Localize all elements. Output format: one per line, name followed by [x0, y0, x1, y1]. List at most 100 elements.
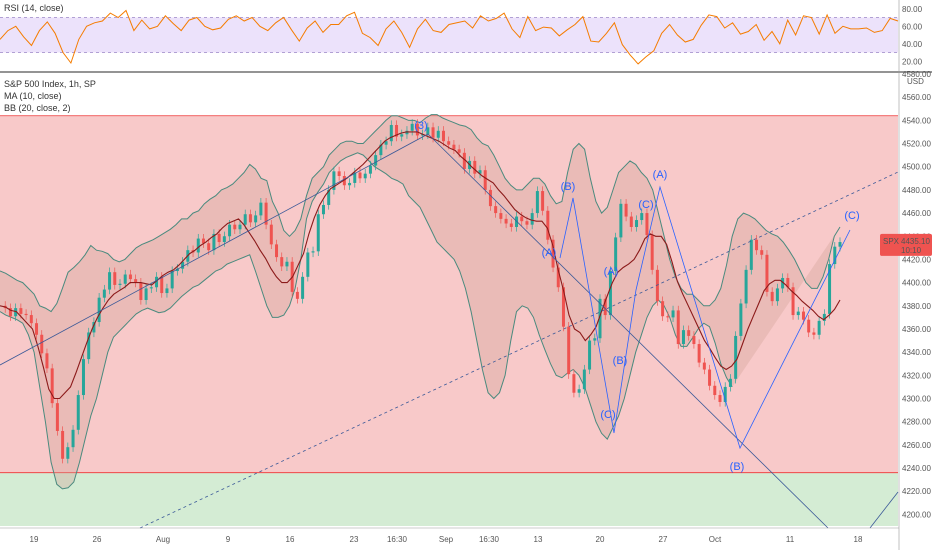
- candle-body: [608, 271, 612, 316]
- candle-body: [441, 130, 445, 142]
- candle-body: [556, 267, 560, 288]
- candle-body: [624, 203, 628, 217]
- wave-label: (B): [730, 461, 745, 473]
- wave-label: (B): [613, 355, 628, 367]
- candle-body: [353, 172, 357, 183]
- candle-body: [488, 189, 492, 207]
- price-title: S&P 500 Index, 1h, SP: [4, 79, 96, 89]
- candle-body: [358, 172, 362, 179]
- bb-lower-line: [0, 152, 733, 490]
- rsi-y-tick-label: 80.00: [902, 5, 923, 14]
- indicator-ma: MA (10, close): [4, 91, 62, 101]
- candle-body: [760, 250, 764, 255]
- candle-body: [577, 389, 581, 393]
- candle-body: [822, 313, 826, 321]
- candle-body: [530, 213, 534, 225]
- candle-body: [765, 254, 769, 292]
- candle-body: [337, 171, 341, 176]
- candle-body: [671, 310, 675, 318]
- price-y-tick-label: 4200.00: [902, 510, 931, 519]
- wave-label: (C): [600, 409, 615, 421]
- indicator-bb: BB (20, close, 2): [4, 103, 71, 113]
- wave-label: (C): [844, 210, 859, 222]
- x-tick-label: 26: [93, 535, 102, 544]
- candle-body: [801, 311, 805, 320]
- candle-body: [55, 403, 59, 431]
- candle-body: [316, 214, 320, 252]
- candle-body: [212, 233, 216, 251]
- candle-body: [61, 430, 65, 459]
- candle-body: [817, 320, 821, 335]
- candle-body: [478, 170, 482, 174]
- candle-body: [755, 239, 759, 251]
- candles: [3, 119, 842, 464]
- candle-body: [332, 171, 336, 190]
- x-tick-label: Aug: [156, 535, 170, 544]
- candle-body: [160, 276, 164, 294]
- candle-body: [687, 330, 691, 336]
- candle-body: [781, 277, 785, 289]
- candle-body: [301, 276, 305, 299]
- trendline-right: [869, 491, 899, 529]
- candle-body: [384, 141, 388, 145]
- candle-body: [676, 310, 680, 345]
- candle-body: [728, 378, 732, 387]
- trendline-down: [427, 133, 829, 529]
- price-y-tick-label: 4220.00: [902, 487, 931, 496]
- candle-body: [363, 173, 367, 179]
- candle-body: [436, 130, 440, 138]
- wave-label: (B): [561, 181, 576, 193]
- candle-body: [389, 124, 393, 142]
- wave-label: (3): [414, 120, 427, 132]
- candle-body: [228, 224, 232, 237]
- candle-body: [791, 287, 795, 316]
- x-tick-label: 18: [854, 535, 863, 544]
- candle-body: [494, 206, 498, 214]
- candle-body: [342, 175, 346, 186]
- last-price-countdown: 10:10: [901, 246, 922, 255]
- wave-label: (A): [604, 266, 619, 278]
- price-y-tick-label: 4500.00: [902, 163, 931, 172]
- last-price-symbol: SPX: [883, 237, 900, 246]
- price-y-tick-label: 4240.00: [902, 464, 931, 473]
- candle-body: [374, 155, 378, 166]
- ma-line: [0, 131, 841, 400]
- candle-body: [50, 368, 54, 404]
- candle-body: [473, 160, 477, 174]
- candle-body: [535, 191, 539, 214]
- x-tick-label: 16:30: [479, 535, 500, 544]
- candle-body: [551, 239, 555, 268]
- candle-body: [35, 323, 39, 335]
- candle-body: [123, 274, 127, 284]
- wave-label: (C): [638, 199, 653, 211]
- candle-body: [259, 202, 263, 216]
- bb-upper-line: [0, 114, 841, 313]
- candle-body: [833, 246, 837, 265]
- candle-body: [165, 288, 169, 294]
- candle-body: [222, 236, 226, 243]
- candle-body: [504, 218, 508, 224]
- candle-body: [76, 395, 80, 430]
- x-tick-label: 11: [786, 535, 795, 544]
- candle-body: [71, 429, 75, 448]
- candle-body: [92, 322, 96, 333]
- candle-body: [113, 272, 117, 285]
- candle-body: [718, 395, 722, 402]
- candle-body: [196, 238, 200, 253]
- candle-body: [217, 233, 221, 243]
- candle-body: [515, 216, 519, 227]
- candle-body: [19, 308, 23, 314]
- candle-body: [87, 332, 91, 360]
- candle-body: [697, 344, 701, 363]
- candle-body: [144, 288, 148, 300]
- candle-body: [139, 282, 143, 300]
- candle-body: [629, 216, 633, 227]
- x-tick-label: 27: [659, 535, 668, 544]
- candle-body: [702, 362, 706, 370]
- candle-body: [520, 216, 524, 222]
- candle-body: [661, 301, 665, 317]
- candle-body: [238, 224, 242, 230]
- price-y-tick-label: 4520.00: [902, 140, 931, 149]
- candle-body: [483, 170, 487, 190]
